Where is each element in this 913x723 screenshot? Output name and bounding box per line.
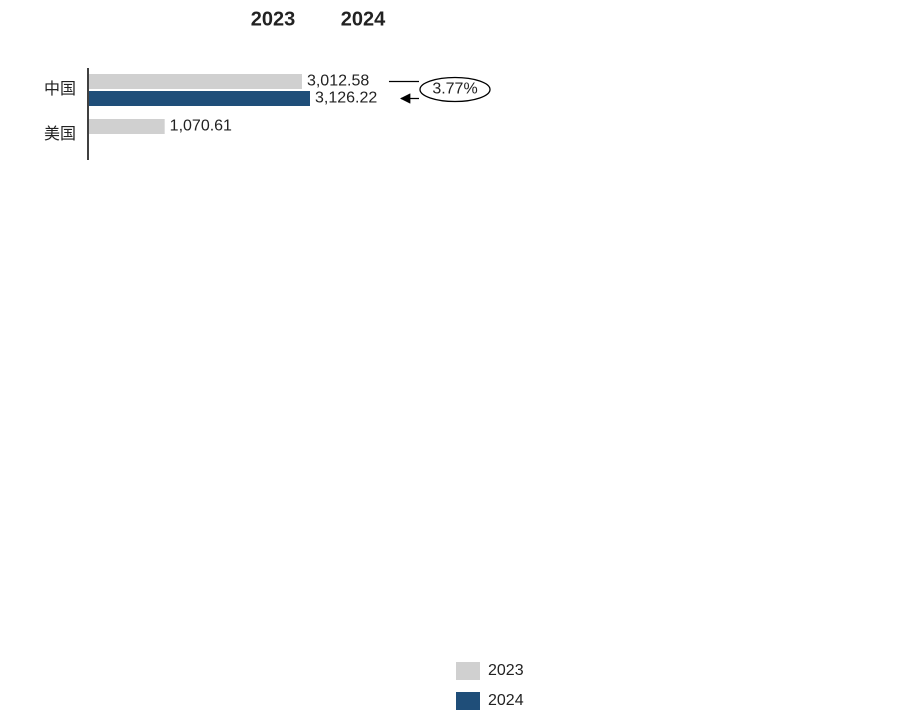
- bar: [89, 119, 165, 134]
- category-label: 中国: [44, 80, 76, 98]
- legend-label: 2024: [488, 692, 524, 709]
- legend-swatch: [456, 692, 480, 710]
- change-label: 3.77%: [432, 81, 477, 98]
- value-label: 3,126.22: [315, 90, 377, 107]
- legend-label: 2023: [251, 8, 296, 30]
- change-badge: [419, 76, 491, 103]
- value-label: 3,012.58: [307, 73, 369, 90]
- legend-label: 2024: [341, 8, 386, 30]
- legend-swatch: [456, 662, 480, 680]
- legend-label: 2023: [488, 662, 524, 679]
- bar: [89, 74, 302, 89]
- value-label: 1,070.61: [170, 118, 232, 135]
- bar: [89, 91, 310, 106]
- category-label: 美国: [44, 125, 76, 143]
